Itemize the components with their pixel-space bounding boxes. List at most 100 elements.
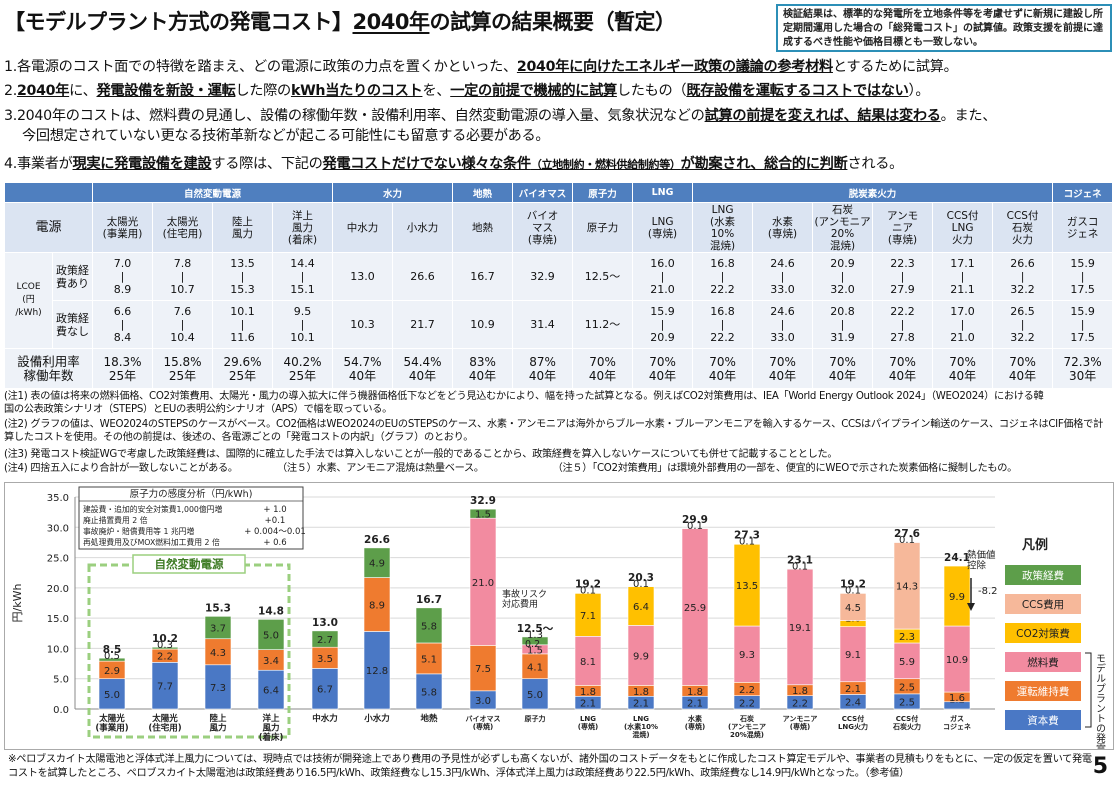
bar-segment-label: 5.0 bbox=[527, 690, 543, 701]
footnote-2b: 算したコストを使用。その他の前提は、後述の、各電源ごとの「発電コストの内訳」（グ… bbox=[4, 432, 474, 443]
bar-total-label: 19.2 bbox=[575, 579, 601, 591]
x-category-label: ガスコジェネ bbox=[943, 714, 971, 731]
legend-swatch-政策経費 bbox=[1005, 565, 1081, 585]
legend-label: CCS費用 bbox=[1022, 598, 1064, 611]
lcoe-with-policy-11: 24.6 | 33.0 bbox=[752, 252, 814, 301]
x-category-label: 小水力 bbox=[363, 713, 390, 724]
column-header-2: 陸上 風力 bbox=[212, 202, 273, 253]
lcoe-without-policy-16: 15.9 | 17.5 bbox=[1052, 300, 1114, 349]
bar-segment-政策経費 bbox=[786, 568, 814, 570]
y-tick-label: 5.0 bbox=[53, 675, 69, 686]
bar-segment-燃料費 bbox=[943, 625, 971, 693]
bar-segment-label: 2.5 bbox=[899, 697, 915, 708]
footnote-1: (注1) 表の値は将来の燃料価格、CO2対策費用、太陽光・風力の導入拡大に伴う機… bbox=[4, 391, 1044, 402]
bar-segment-label: 5.8 bbox=[421, 621, 437, 632]
utilization-8: 70% 40年 bbox=[572, 348, 634, 389]
bar-segment-label: 9.9 bbox=[633, 651, 649, 662]
cost-chart-svg: 0.0 5.0 10.0 15.0 20.0 25.0 30.0 35.0 円/kWh 自然変動電… bbox=[11, 486, 1106, 773]
bar-segment-CO2対策費 bbox=[943, 565, 971, 627]
bar-segment-政策経費 bbox=[469, 508, 497, 519]
utilization-9: 70% 40年 bbox=[632, 348, 694, 389]
sensitivity-row-value: +0.1 bbox=[265, 516, 286, 526]
bar-total-label: 32.9 bbox=[470, 495, 496, 507]
with-policy-label: 政策経 費あり bbox=[52, 252, 93, 301]
bar-total-label: 14.8 bbox=[258, 605, 284, 617]
bar-segment-label: 2.2 bbox=[792, 698, 808, 709]
lcoe-without-policy-9: 15.9 | 20.9 bbox=[632, 300, 694, 349]
bar-segment-燃料費 bbox=[839, 626, 867, 683]
bar-segment-label: 2.1 bbox=[580, 699, 596, 710]
lcoe-with-policy-15: 26.6 | 32.2 bbox=[992, 252, 1054, 301]
lcoe-without-policy-12: 20.8 | 31.9 bbox=[812, 300, 874, 349]
legend-label: CO2対策費 bbox=[1016, 627, 1070, 640]
paragraph-1: 1.各電源のコスト面での特徴を踏まえ、どの電源に政策の力点を置くかといった、20… bbox=[4, 59, 958, 75]
bar-segment-政策経費 bbox=[681, 527, 709, 529]
bar-segment-label: 1.8 bbox=[633, 687, 649, 698]
bar-segment-政策経費 bbox=[574, 592, 602, 594]
footer-note: ※ペロブスカイト太陽電池と浮体式洋上風力については、現時点では技術が開発途上であ… bbox=[8, 753, 1092, 781]
lcoe-with-policy-3: 14.4 | 15.1 bbox=[271, 252, 334, 301]
paragraph-4: 4.事業者が現実に発電設備を建設する際は、下記の発電コストだけでない様々な条件（… bbox=[4, 156, 903, 172]
utilization-5: 54.4% 40年 bbox=[392, 348, 454, 389]
bar-segment-label: 6.7 bbox=[317, 685, 333, 696]
lcoe-without-policy-7: 31.4 bbox=[512, 300, 574, 349]
bar-segment-label: 21.0 bbox=[472, 578, 494, 589]
lcoe-with-policy-10: 16.8 | 22.2 bbox=[692, 252, 754, 301]
lcoe-without-policy-0: 6.6 | 8.4 bbox=[92, 300, 153, 349]
group-nuclear: 原子力 bbox=[572, 182, 634, 203]
bar-segment-label: 0.3 bbox=[157, 640, 173, 651]
without-policy-label: 政策経 費なし bbox=[52, 300, 93, 349]
bar-total-label: 12.5～ bbox=[517, 623, 554, 635]
utilization-11: 70% 40年 bbox=[752, 348, 814, 389]
bar-segment-label: 0.1 bbox=[845, 586, 861, 597]
bar-total-label: 8.5 bbox=[103, 644, 122, 656]
bar-segment-政策経費 bbox=[733, 543, 761, 545]
bar-segment-label: 5.0 bbox=[104, 690, 120, 701]
bar-segment-燃料費 bbox=[786, 568, 814, 686]
bar-segment-政策経費 bbox=[257, 619, 285, 650]
bar-segment-label: 4.9 bbox=[369, 559, 385, 570]
bar-segment-資本費 bbox=[311, 668, 339, 710]
column-header-row: 電源 太陽光 (事業用) 太陽光 (住宅用) 陸上 風力 洋上 風力 (着床) 中水力小… bbox=[4, 202, 1114, 253]
bar-segment-label: 2.1 bbox=[845, 684, 861, 695]
group-natural: 自然変動電源 bbox=[91, 182, 334, 203]
bar-total-label: 23.1 bbox=[787, 554, 813, 566]
utilization-14: 70% 40年 bbox=[932, 348, 994, 389]
lcoe-with-policy-0: 7.0 | 8.9 bbox=[92, 252, 153, 301]
column-header-10: LNG (水素 10% 混焼) bbox=[692, 202, 754, 253]
bar-segment-CCS費用 bbox=[893, 542, 921, 630]
bar-total-label: 24.1 bbox=[944, 552, 970, 564]
bar-segment-燃料費 bbox=[893, 642, 921, 680]
utilization-label: 設備利用率 稼働年数 bbox=[4, 348, 93, 389]
sensitivity-row-value: + 0.6 bbox=[263, 538, 286, 548]
bar-segment-label: 3.4 bbox=[263, 656, 279, 667]
x-category-label: 洋上風力(着床) bbox=[259, 713, 284, 743]
heat-credit-arrowhead bbox=[967, 603, 975, 611]
footer-line-1: ※ペロブスカイト太陽電池と浮体式洋上風力については、現時点では技術が開発途上であ… bbox=[8, 754, 1092, 765]
bar-segment-label: 5.8 bbox=[421, 687, 437, 698]
bar-segment-label: 0.1 bbox=[792, 561, 808, 572]
utilization-6: 83% 40年 bbox=[452, 348, 514, 389]
bar-segment-政策経費 bbox=[839, 592, 867, 594]
bar-segment-政策経費 bbox=[151, 646, 179, 650]
bar-segment-label: 10.9 bbox=[946, 655, 968, 666]
bar-segment-label: 6.4 bbox=[263, 686, 279, 697]
lcoe-without-policy-10: 16.8 | 22.2 bbox=[692, 300, 754, 349]
bar-segment-運転維持費 bbox=[204, 638, 232, 666]
sensitivity-row-key: 建設費・追加的安全対策費1,000億円増 bbox=[83, 504, 222, 514]
column-header-5: 小水力 bbox=[392, 202, 454, 253]
column-header-11: 水素 (専焼) bbox=[752, 202, 814, 253]
paragraph-3-cont: 今回想定されていない更なる技術革新などが起こる可能性にも留意する必要がある。 bbox=[22, 128, 550, 144]
utilization-1: 15.8% 25年 bbox=[152, 348, 213, 389]
column-header-15: CCS付 石炭 火力 bbox=[992, 202, 1054, 253]
bar-segment-label: 2.1 bbox=[633, 699, 649, 710]
lcoe-without-policy-4: 10.3 bbox=[332, 300, 394, 349]
x-category-label: 原子力 bbox=[525, 714, 546, 723]
page-number: 5 bbox=[1092, 754, 1108, 779]
bar-segment-燃料費 bbox=[681, 528, 709, 686]
footer-line-2: コストを試算したところ、ペロブスカイト太陽電池は政策経費あり16.5円/kWh、… bbox=[8, 768, 909, 779]
natural-group-label: 自然変動電源 bbox=[155, 557, 224, 571]
bar-segment-label: 4.3 bbox=[210, 648, 226, 659]
bar-total-label: 26.6 bbox=[364, 534, 390, 546]
y-tick-label: 20.0 bbox=[47, 584, 69, 595]
